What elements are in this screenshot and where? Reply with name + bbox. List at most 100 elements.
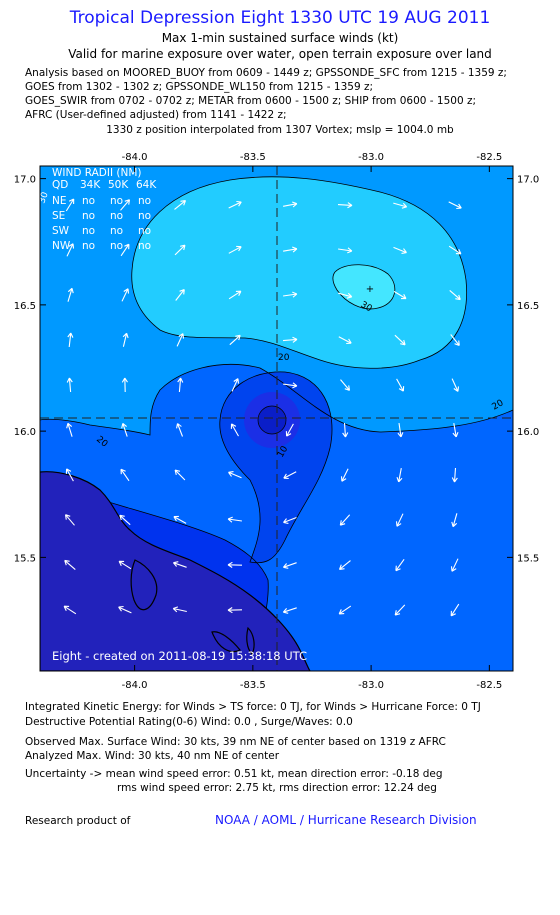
wind-arrow [449,289,461,301]
lon-label-top: -82.5 [476,152,502,163]
wind-arrow [393,202,408,209]
wind-arrow [67,332,74,348]
land-coast [40,471,311,671]
wind-arrow [64,559,76,571]
storm-center-eye [257,405,287,435]
wind-arrow [338,605,352,615]
lat-label-right: 16.0 [517,427,539,438]
wind-arrow [121,288,130,302]
lon-label-top: -83.0 [358,152,384,163]
lon-label-top: -83.5 [240,152,266,163]
wind-arrow [173,515,187,524]
wind-radii-cell: no [82,210,95,222]
research-label: Research product of [25,815,131,827]
lat-label-left: 16.0 [14,427,36,438]
lon-label-bottom: -82.5 [476,680,502,691]
wind-arrow [228,245,242,254]
subtitle-max-winds: Max 1-min sustained surface winds (kt) [161,31,399,45]
wind-arrow [282,201,298,208]
wind-arrow [282,607,297,614]
wind-vectors [63,198,462,617]
credit-link[interactable]: NOAA / AOML / Hurricane Research Divisio… [215,813,477,827]
wind-arrow [174,469,186,481]
wind-arrow [177,377,184,393]
wind-arrow [450,334,460,347]
wind-radii-cell: NW [52,240,71,252]
wind-arrow [176,333,185,347]
wind-arrow [66,377,73,393]
wind-radii-cell: no [110,225,123,237]
plot-frame [39,165,514,672]
page-title: Tropical Depression Eight 1330 UTC 19 AU… [69,8,491,28]
wind-arrow [340,468,349,482]
wind-arrow [121,422,128,437]
wind-arrow [118,605,132,614]
wind-arrow [393,246,407,254]
wind-radii-cell: NE [52,195,67,207]
wind-arrow [452,423,459,438]
wind-arrow [395,513,404,527]
wind-arrow [340,379,351,391]
wind-arrow [65,468,74,482]
wind-arrow [227,607,243,614]
wind-arrow [393,290,407,300]
wind-arrow [67,287,74,302]
position-line: 1330 z position interpolated from 1307 V… [106,124,454,136]
contour-label-30-corner: 30 [37,191,50,205]
wind-arrow [338,560,351,570]
wind-radii-header-64k: 64K [136,179,157,191]
wind-arrow [394,604,406,616]
wind-radii-cell: SE [52,210,65,222]
analyzed-max-wind: Analyzed Max. Wind: 30 kts, 40 nm NE of … [25,750,280,762]
wind-arrow [448,201,462,210]
analysis-line-4: AFRC (User-defined adjusted) from 1141 -… [25,109,287,121]
wind-arrow [174,200,187,210]
wind-arrow [174,244,186,256]
wind-arrow [228,200,242,209]
wind-arrow [120,243,130,257]
wind-arrow [175,288,185,301]
wind-radii-cell: no [138,225,151,237]
subtitle-exposure: Valid for marine exposure over water, op… [68,47,492,61]
wind-radii-cell: no [138,240,151,252]
wind-arrow [451,513,458,528]
lat-label-right: 17.0 [517,175,539,186]
map-axes: -84.0 -84.0 -83.5 -83.5 -83.0 -83.0 -82.5 -82.5… [14,152,540,691]
wind-arrow [227,516,242,523]
wind-arrow [228,471,242,479]
wind-arrow [122,332,129,347]
wind-radii-cell: no [82,240,95,252]
wind-arrow [285,423,294,437]
wind-arrow [283,382,298,389]
wind-arrow [66,422,73,437]
wind-arrow [338,336,352,345]
wind-arrow [282,562,297,569]
wind-arrow [342,422,349,438]
wind-radii-cell: SW [52,225,70,237]
wind-arrow [228,290,242,300]
wind-radii-cell: no [110,195,123,207]
wind-radii-cell: no [82,195,95,207]
wind-radii-cell: no [110,240,123,252]
wind-arrow [230,423,239,437]
lat-label-right: 16.5 [517,301,539,312]
wind-radii-header-qd: QD [52,179,68,191]
wind-arrow [66,243,75,257]
wind-arrow [396,378,405,392]
wind-arrow [176,423,184,437]
wind-arrow [118,560,132,570]
wind-arrow [451,378,460,392]
wind-arrow [338,247,353,254]
lat-label-left: 16.5 [14,301,36,312]
wind-arrow [283,471,297,480]
wind-arrow [395,558,405,572]
wind-radii-cell: no [110,210,123,222]
analysis-line-2: GOES from 1302 - 1302 z; GPSSONDE_WL150 … [25,81,374,93]
wind-radii-cell: no [82,225,95,237]
wind-arrow [283,291,298,298]
wind-arrow [337,202,353,209]
uncertainty-line-1: Uncertainty -> mean wind speed error: 0.… [25,768,443,780]
wind-arrow [338,292,353,299]
wind-arrow [448,245,462,255]
